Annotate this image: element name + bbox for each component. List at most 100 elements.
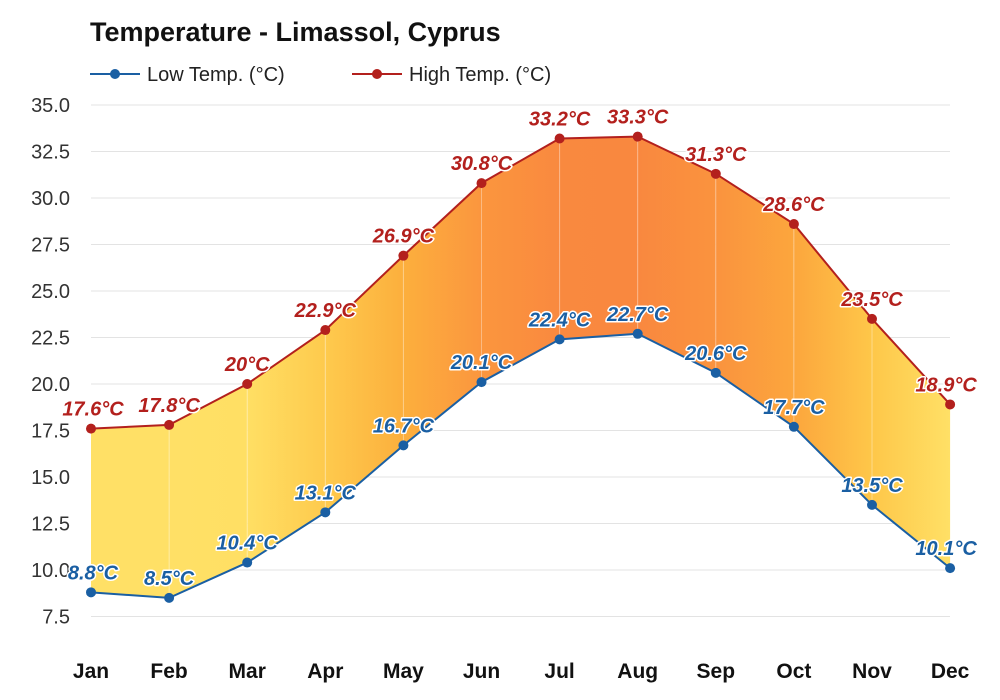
high-temp-point-apr[interactable]	[320, 325, 331, 336]
high-temp-line	[90, 135, 951, 430]
high-temp-label-jul: 33.2°C	[529, 108, 591, 130]
high-temp-point-may[interactable]	[398, 250, 409, 261]
x-tick-label-jun: Jun	[463, 660, 500, 683]
low-temp-point-apr[interactable]	[320, 507, 331, 518]
low-temp-label-may: 16.7°C	[373, 415, 435, 437]
y-tick-label: 25.0	[31, 281, 70, 303]
y-tick-label: 17.5	[31, 421, 70, 443]
range-band-apr	[325, 255, 404, 513]
x-tick-label-sep: Sep	[697, 660, 736, 683]
range-band-jun	[481, 138, 560, 383]
high-temp-label-mar: 20°C	[224, 354, 270, 376]
x-axis: Jan Feb Mar Apr May Jun Jul Aug Sep Oct Nov Dec	[73, 660, 970, 683]
low-temp-label-dec: 10.1°C	[915, 538, 977, 560]
high-temp-point-jan[interactable]	[86, 423, 96, 434]
high-temp-label-dec: 18.9°C	[915, 374, 977, 396]
low-temp-label-jul: 22.4°C	[528, 309, 591, 331]
y-tick-label: 22.5	[31, 328, 70, 350]
high-temp-point-mar[interactable]	[242, 379, 253, 389]
low-temp-label-aug: 22.7°C	[606, 304, 669, 326]
x-tick-label-apr: Apr	[307, 660, 343, 683]
low-temp-point-jul[interactable]	[554, 334, 565, 345]
high-temp-label-aug: 33.3°C	[607, 107, 669, 129]
high-temp-label-apr: 22.9°C	[294, 300, 357, 322]
low-temp-label-nov: 13.5°C	[841, 475, 903, 497]
high-temp-point-oct[interactable]	[788, 219, 799, 230]
range-band-mar	[247, 330, 326, 563]
x-tick-label-oct: Oct	[776, 660, 811, 683]
low-temp-label-oct: 17.7°C	[763, 397, 825, 419]
legend-high-label: High Temp. (°C)	[409, 64, 551, 86]
legend: Low Temp. (°C) High Temp. (°C)	[90, 64, 551, 86]
y-tick-label: 7.5	[42, 607, 70, 629]
series-lines	[90, 135, 951, 599]
low-temp-label-mar: 10.4°C	[217, 533, 279, 555]
high-temp-point-sep[interactable]	[710, 168, 721, 179]
x-tick-label-dec: Dec	[931, 660, 970, 683]
low-temp-point-jun[interactable]	[476, 377, 487, 388]
range-band-nov	[872, 318, 951, 569]
high-temp-label-feb: 17.8°C	[138, 395, 200, 417]
y-tick-label: 10.0	[31, 560, 70, 582]
low-temp-label-apr: 13.1°C	[295, 482, 357, 504]
high-temp-point-jul[interactable]	[554, 133, 565, 144]
y-tick-label: 27.5	[31, 235, 70, 257]
range-band-jan	[91, 424, 170, 598]
low-temp-point-sep[interactable]	[710, 367, 721, 378]
x-tick-label-mar: Mar	[229, 660, 266, 683]
range-band-sep	[715, 173, 794, 427]
range-band-aug	[637, 136, 716, 373]
y-tick-label: 32.5	[31, 142, 70, 164]
high-temp-point-dec[interactable]	[945, 399, 956, 410]
range-band-jul	[559, 136, 638, 340]
high-temp-point-feb[interactable]	[164, 419, 175, 430]
y-axis: 7.5 10.0 12.5 15.0 17.5 20.0 22.5 25.0 27.5 30.0 3…	[31, 95, 70, 629]
y-tick-label: 20.0	[31, 374, 70, 396]
range-band-may	[403, 183, 482, 446]
high-temp-label-may: 26.9°C	[372, 226, 435, 248]
legend-low-marker	[110, 69, 120, 79]
low-temp-line	[90, 332, 951, 599]
x-tick-label-jul: Jul	[544, 660, 574, 683]
y-tick-label: 15.0	[31, 467, 70, 489]
legend-item-low[interactable]: Low Temp. (°C)	[90, 64, 285, 86]
high-temp-label-jun: 30.8°C	[451, 153, 513, 175]
high-temp-label-oct: 28.6°C	[762, 194, 825, 216]
low-temp-point-may[interactable]	[398, 440, 409, 451]
low-temp-point-dec[interactable]	[945, 563, 956, 574]
data-points	[86, 131, 956, 603]
x-tick-label-aug: Aug	[617, 660, 658, 683]
high-temp-point-aug[interactable]	[632, 131, 643, 142]
low-temp-point-feb[interactable]	[164, 592, 175, 603]
legend-low-label: Low Temp. (°C)	[147, 64, 285, 86]
high-temp-label-sep: 31.3°C	[685, 144, 747, 166]
low-temp-label-jun: 20.1°C	[450, 352, 513, 374]
high-temp-point-nov[interactable]	[867, 313, 877, 324]
high-temp-label-nov: 23.5°C	[840, 289, 903, 311]
x-tick-label-may: May	[383, 660, 424, 683]
high-temp-label-jan: 17.6°C	[62, 399, 124, 421]
low-temp-label-sep: 20.6°C	[684, 343, 747, 365]
x-tick-label-feb: Feb	[150, 660, 187, 683]
low-temp-point-nov[interactable]	[867, 499, 877, 510]
chart-title: Temperature - Limassol, Cyprus	[90, 17, 501, 47]
low-temp-label-jan: 8.8°C	[68, 562, 119, 584]
x-tick-label-jan: Jan	[73, 660, 109, 683]
y-tick-label: 35.0	[31, 95, 70, 117]
low-temp-point-mar[interactable]	[242, 557, 253, 568]
range-band-feb	[169, 384, 248, 598]
low-temp-label-feb: 8.5°C	[144, 568, 195, 590]
low-temp-point-oct[interactable]	[788, 421, 799, 432]
temperature-range-bands	[91, 136, 951, 598]
y-tick-label: 12.5	[31, 514, 70, 536]
high-temp-point-jun[interactable]	[476, 178, 487, 189]
legend-high-marker	[372, 69, 382, 79]
range-band-oct	[793, 224, 872, 505]
low-temp-point-aug[interactable]	[632, 328, 643, 339]
x-tick-label-nov: Nov	[852, 660, 892, 683]
data-labels: 8.8°C 8.5°C 10.4°C 13.1°C 16.7°C 20.1°C 22.4°C…	[61, 105, 979, 591]
legend-item-high[interactable]: High Temp. (°C)	[352, 64, 551, 86]
y-tick-label: 30.0	[31, 188, 70, 210]
low-temp-point-jan[interactable]	[86, 587, 96, 598]
